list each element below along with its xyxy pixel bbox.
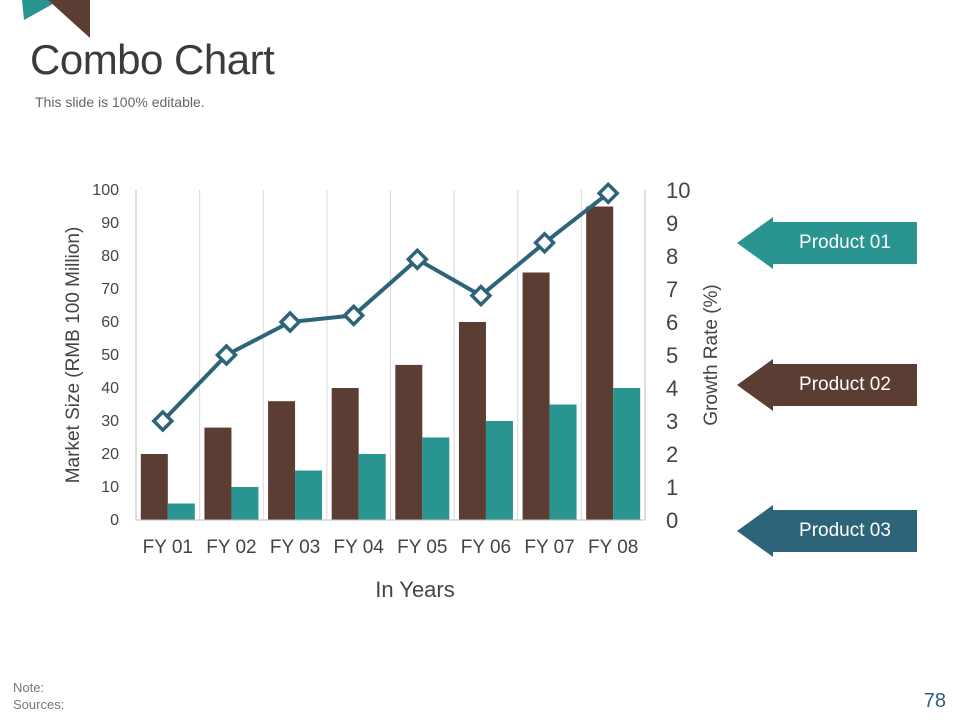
note-label: Note: <box>13 680 45 695</box>
bar-product-01-fy-04 <box>358 454 386 520</box>
x-tick-label: FY 07 <box>524 537 574 558</box>
y2-tick-label: 7 <box>666 277 678 302</box>
x-axis-title: In Years <box>375 577 455 602</box>
page-number: 78 <box>923 690 946 712</box>
legend-product-02: Product 02 <box>737 359 917 411</box>
footer-note: Note: Sources: <box>13 679 64 713</box>
growth-marker-fy-01 <box>151 409 175 433</box>
growth-marker-fy-08 <box>596 181 620 205</box>
y-tick-label: 70 <box>101 281 119 298</box>
y-tick-label: 100 <box>92 182 119 199</box>
y-tick-label: 20 <box>101 446 119 463</box>
legend-label: Product 03 <box>799 520 891 541</box>
y-tick-label: 30 <box>101 413 119 430</box>
bar-product-02-fy-05 <box>395 364 423 520</box>
left-arrow-icon <box>737 359 917 411</box>
bar-product-02-fy-04 <box>331 388 359 520</box>
slide-title: Combo Chart <box>30 36 275 83</box>
bar-product-02-fy-02 <box>204 427 232 520</box>
x-tick-label: FY 05 <box>397 537 447 558</box>
slide-subtitle: This slide is 100% editable. <box>35 94 205 110</box>
legend-label: Product 02 <box>799 374 891 395</box>
axis-layer <box>135 190 646 521</box>
bar-product-01-fy-08 <box>613 388 641 520</box>
left-arrow-icon <box>737 505 917 557</box>
bar-product-01-fy-03 <box>295 470 323 520</box>
y2-tick-label: 10 <box>666 178 690 203</box>
bar-layer <box>140 206 641 520</box>
x-tick-label: FY 02 <box>206 537 256 558</box>
y2-axis-title: Growth Rate (%) <box>701 284 722 425</box>
y-tick-label: 50 <box>101 347 119 364</box>
bar-product-02-fy-03 <box>268 401 296 520</box>
y-tick-label: 0 <box>110 512 119 529</box>
y-tick-label: 10 <box>101 479 119 496</box>
legend-product-03: Product 03 <box>737 505 917 557</box>
y2-tick-label: 1 <box>666 475 678 500</box>
sources-label: Sources: <box>13 697 65 712</box>
bar-product-02-fy-06 <box>458 322 486 520</box>
y2-tick-label: 4 <box>666 376 678 401</box>
left-arrow-icon <box>737 217 917 269</box>
label-layer: 0 10 20 30 40 50 60 70 80 90 100 0 1 2 3 4 5 6 7 8 9 10 FY 01 F… <box>63 178 722 602</box>
y-tick-label: 80 <box>101 248 119 265</box>
x-tick-label: FY 03 <box>270 537 320 558</box>
bar-product-01-fy-02 <box>231 487 259 520</box>
y2-tick-label: 9 <box>666 211 678 236</box>
bar-product-01-fy-07 <box>549 404 577 520</box>
growth-marker-fy-02 <box>214 343 238 367</box>
x-tick-label: FY 01 <box>143 537 193 558</box>
grid-layer <box>135 190 646 520</box>
bar-product-02-fy-08 <box>586 206 614 520</box>
y-tick-label: 60 <box>101 314 119 331</box>
x-tick-label: FY 06 <box>461 537 511 558</box>
bar-product-02-fy-07 <box>522 272 550 520</box>
y2-tick-label: 2 <box>666 442 678 467</box>
y-tick-label: 90 <box>101 215 119 232</box>
y2-tick-label: 3 <box>666 409 678 434</box>
y-tick-label: 40 <box>101 380 119 397</box>
line-layer <box>151 181 620 433</box>
bar-product-01-fy-06 <box>485 421 513 520</box>
y2-tick-label: 6 <box>666 310 678 335</box>
y-axis-title: Market Size (RMB 100 Million) <box>63 227 84 484</box>
growth-marker-fy-07 <box>533 231 557 255</box>
bar-product-01-fy-01 <box>167 503 195 520</box>
bar-product-01-fy-05 <box>422 437 450 520</box>
legend-label: Product 01 <box>799 232 891 253</box>
growth-marker-fy-04 <box>342 303 366 327</box>
growth-marker-fy-06 <box>469 284 493 308</box>
bar-product-02-fy-01 <box>140 454 168 520</box>
corner-decoration <box>22 0 90 38</box>
growth-marker-fy-05 <box>405 247 429 271</box>
y2-tick-label: 8 <box>666 244 678 269</box>
y2-tick-label: 0 <box>666 508 678 533</box>
x-tick-label: FY 08 <box>588 537 638 558</box>
legend-product-01: Product 01 <box>737 217 917 269</box>
x-tick-label: FY 04 <box>334 537 385 558</box>
growth-rate-line <box>161 191 610 423</box>
y2-tick-label: 5 <box>666 343 678 368</box>
growth-marker-fy-03 <box>278 310 302 334</box>
